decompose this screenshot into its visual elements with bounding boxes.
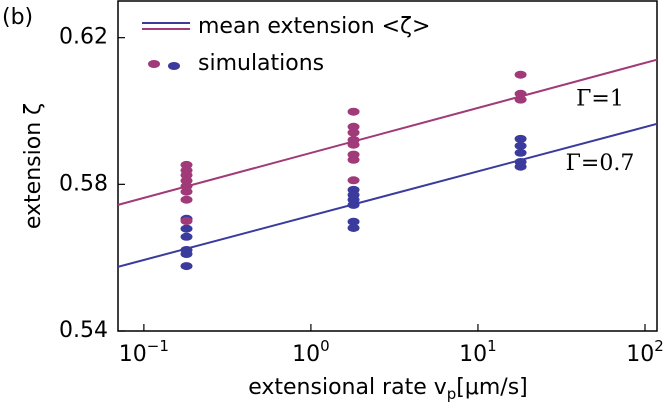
- simulation-point: [514, 89, 527, 98]
- x-label-unit: [μm/s]: [456, 375, 527, 400]
- simulation-point: [180, 232, 193, 241]
- y-tick-label: 0.62: [59, 25, 108, 50]
- line-annotation: Γ=0.7: [566, 151, 635, 176]
- simulation-point: [347, 200, 360, 209]
- x-tick-exponent: −1: [147, 337, 169, 355]
- legend-label: simulations: [198, 51, 324, 76]
- y-axis-label: extension ζ: [21, 103, 46, 229]
- x-tick-exponent: 2: [654, 337, 664, 355]
- x-tick-base: 10: [119, 342, 147, 367]
- y-tick-label: 0.54: [59, 318, 108, 343]
- simulation-point: [514, 162, 527, 171]
- simulation-point: [180, 262, 193, 271]
- plot-frame: [117, 0, 658, 332]
- simulation-point: [180, 195, 193, 204]
- x-label-subscript: p: [447, 385, 457, 403]
- x-tick-base: 10: [626, 342, 654, 367]
- simulation-point: [347, 155, 360, 164]
- panel-label: (b): [2, 5, 33, 30]
- simulation-point: [347, 140, 360, 149]
- simulation-point: [180, 217, 193, 225]
- legend-point-swatch: [148, 60, 160, 68]
- simulation-point: [180, 250, 193, 258]
- simulation-point: [514, 70, 527, 79]
- y-tick-label: 0.58: [59, 171, 108, 196]
- legend-point-swatch: [168, 62, 180, 70]
- simulation-point: [347, 122, 360, 131]
- simulation-point: [514, 148, 527, 157]
- x-tick-base: 10: [292, 342, 320, 367]
- simulation-point: [180, 171, 193, 180]
- x-tick-label: 100: [292, 337, 330, 368]
- line-annotation: Γ=1: [576, 87, 624, 112]
- simulation-point: [347, 107, 360, 116]
- x-tick-label: 10−1: [119, 337, 169, 368]
- x-tick-exponent: 0: [320, 337, 330, 355]
- simulation-point: [514, 134, 527, 143]
- simulation-point: [180, 160, 193, 169]
- x-axis-label: extensional rate vp[μm/s]: [248, 375, 528, 403]
- simulation-point: [347, 176, 360, 185]
- simulation-point: [514, 141, 527, 150]
- simulation-point: [347, 128, 360, 137]
- mean-line: [117, 58, 658, 206]
- simulation-point: [180, 187, 193, 196]
- legend-label: mean extension <ζ>: [198, 14, 430, 39]
- mean-line: [117, 122, 658, 268]
- x-tick-label: 102: [626, 337, 664, 368]
- x-tick-exponent: 1: [487, 337, 497, 355]
- x-tick-base: 10: [459, 342, 487, 367]
- simulation-point: [180, 182, 193, 191]
- x-tick-label: 101: [459, 337, 497, 368]
- simulation-point: [180, 224, 193, 233]
- simulation-point: [347, 217, 360, 226]
- simulation-point: [180, 176, 193, 185]
- simulation-point: [347, 223, 360, 232]
- x-label-text: extensional rate v: [248, 375, 447, 400]
- simulation-point: [514, 95, 527, 104]
